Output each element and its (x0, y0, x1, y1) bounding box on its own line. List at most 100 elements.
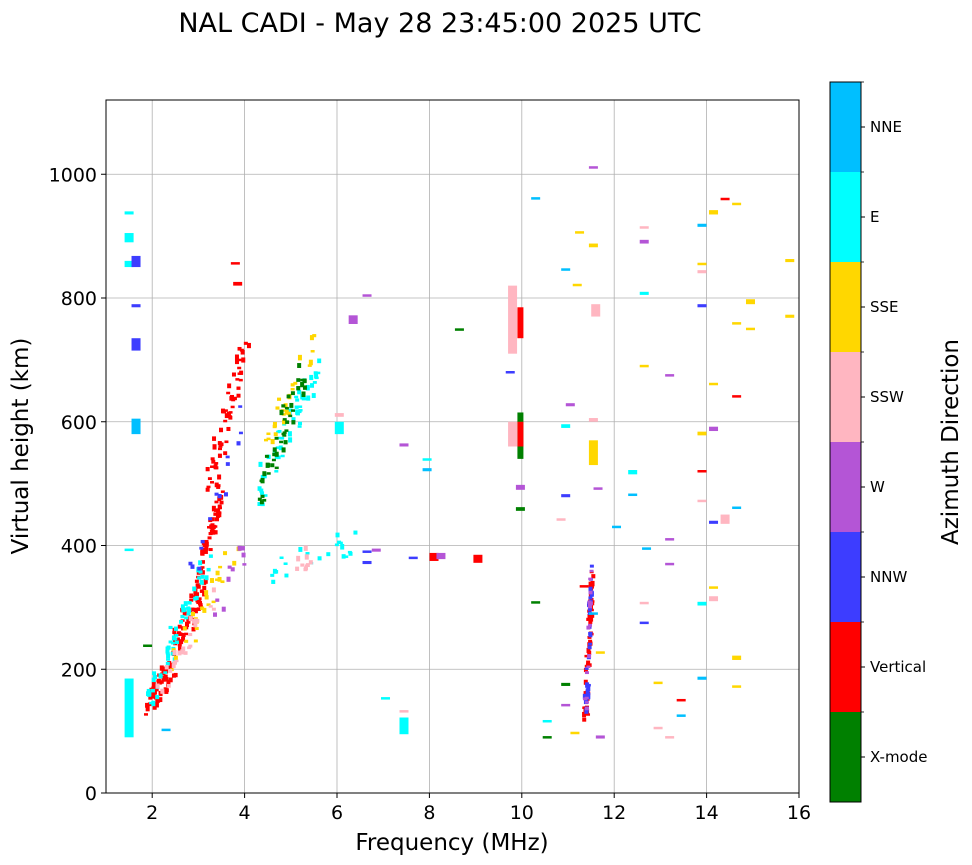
echo-mark (508, 285, 518, 354)
echo-mark (158, 697, 163, 703)
echo-mark (335, 532, 340, 538)
echo-mark (227, 383, 232, 389)
colorbar-segment (830, 82, 861, 172)
echo-mark (190, 611, 195, 617)
echo-mark (183, 651, 188, 655)
echo-mark (211, 459, 216, 464)
echo-mark (188, 561, 193, 566)
echo-mark (676, 714, 686, 717)
echo-mark (317, 556, 322, 561)
echo-mark (297, 425, 302, 428)
echo-mark (308, 560, 313, 565)
echo-mark (183, 601, 188, 606)
echo-mark (273, 432, 278, 437)
echo-mark (280, 454, 285, 458)
echo-mark (165, 652, 170, 655)
echo-mark (294, 405, 299, 409)
echo-mark (151, 681, 156, 687)
echo-mark (709, 520, 719, 524)
echo-mark (208, 605, 213, 608)
echo-mark (595, 735, 605, 739)
echo-mark (235, 378, 240, 381)
echo-mark (582, 706, 587, 709)
echo-mark (197, 597, 202, 601)
echo-mark (697, 676, 707, 680)
echo-mark (234, 354, 239, 360)
echo-mark (639, 239, 649, 244)
echo-mark (586, 713, 591, 716)
echo-mark (334, 421, 344, 435)
echo-mark (215, 598, 220, 602)
echo-mark (665, 374, 675, 377)
echo-mark (291, 417, 296, 422)
echo-mark (588, 586, 593, 592)
echo-mark (214, 482, 219, 488)
echo-mark (152, 671, 157, 676)
echo-mark (227, 565, 232, 569)
echo-mark (204, 575, 209, 581)
echo-mark (303, 567, 308, 572)
echo-mark (225, 455, 230, 459)
echo-mark (308, 359, 313, 366)
echo-mark (216, 508, 221, 514)
echo-mark (266, 463, 271, 468)
echo-mark (286, 411, 291, 416)
y-axis-label: Virtual height (km) (8, 338, 34, 555)
echo-mark (206, 603, 211, 607)
echo-mark (316, 371, 321, 375)
echo-mark (515, 507, 525, 511)
echo-mark (124, 233, 134, 243)
echo-mark (200, 574, 205, 579)
echo-mark (334, 543, 339, 547)
echo-mark (184, 616, 189, 620)
echo-mark (201, 547, 206, 551)
echo-mark (338, 541, 343, 545)
echo-mark (210, 578, 215, 583)
echo-mark (589, 569, 594, 573)
echo-mark (266, 437, 271, 441)
y-tick-label: 200 (61, 659, 97, 681)
echo-mark (198, 570, 203, 574)
echo-mark (208, 517, 213, 521)
echo-mark (161, 728, 171, 732)
echo-mark (295, 409, 300, 415)
echo-mark (242, 563, 247, 566)
echo-mark (300, 378, 305, 382)
echo-mark (177, 646, 182, 652)
echo-mark (161, 667, 166, 671)
echo-mark (588, 631, 593, 638)
echo-mark (628, 493, 638, 497)
echo-mark (234, 359, 239, 365)
echo-mark (340, 544, 345, 550)
echo-mark (232, 560, 237, 566)
echo-mark (164, 668, 169, 674)
echo-mark (145, 702, 150, 708)
echo-mark (305, 563, 310, 568)
echo-mark (542, 719, 552, 723)
echo-mark (291, 420, 296, 425)
echo-mark (236, 386, 241, 390)
x-tick-label: 10 (510, 802, 534, 824)
echo-mark (639, 226, 649, 229)
echo-mark (220, 490, 225, 493)
echo-mark (305, 386, 310, 391)
echo-mark (165, 661, 170, 666)
echo-mark (296, 378, 301, 382)
echo-mark (205, 487, 210, 492)
echo-mark (297, 363, 302, 368)
colorbar-segment (830, 262, 861, 352)
echo-mark (124, 678, 134, 738)
echo-mark (258, 461, 263, 467)
echo-mark (143, 644, 153, 647)
echo-mark (301, 391, 306, 397)
echo-mark (178, 640, 183, 645)
x-axis-label: Frequency (MHz) (355, 830, 548, 856)
echo-mark (182, 610, 187, 616)
echo-mark (171, 663, 176, 669)
x-tick-label: 6 (331, 802, 343, 824)
echo-mark (230, 567, 235, 572)
echo-mark (312, 334, 317, 338)
echo-mark (288, 414, 293, 418)
echo-mark (194, 579, 199, 583)
